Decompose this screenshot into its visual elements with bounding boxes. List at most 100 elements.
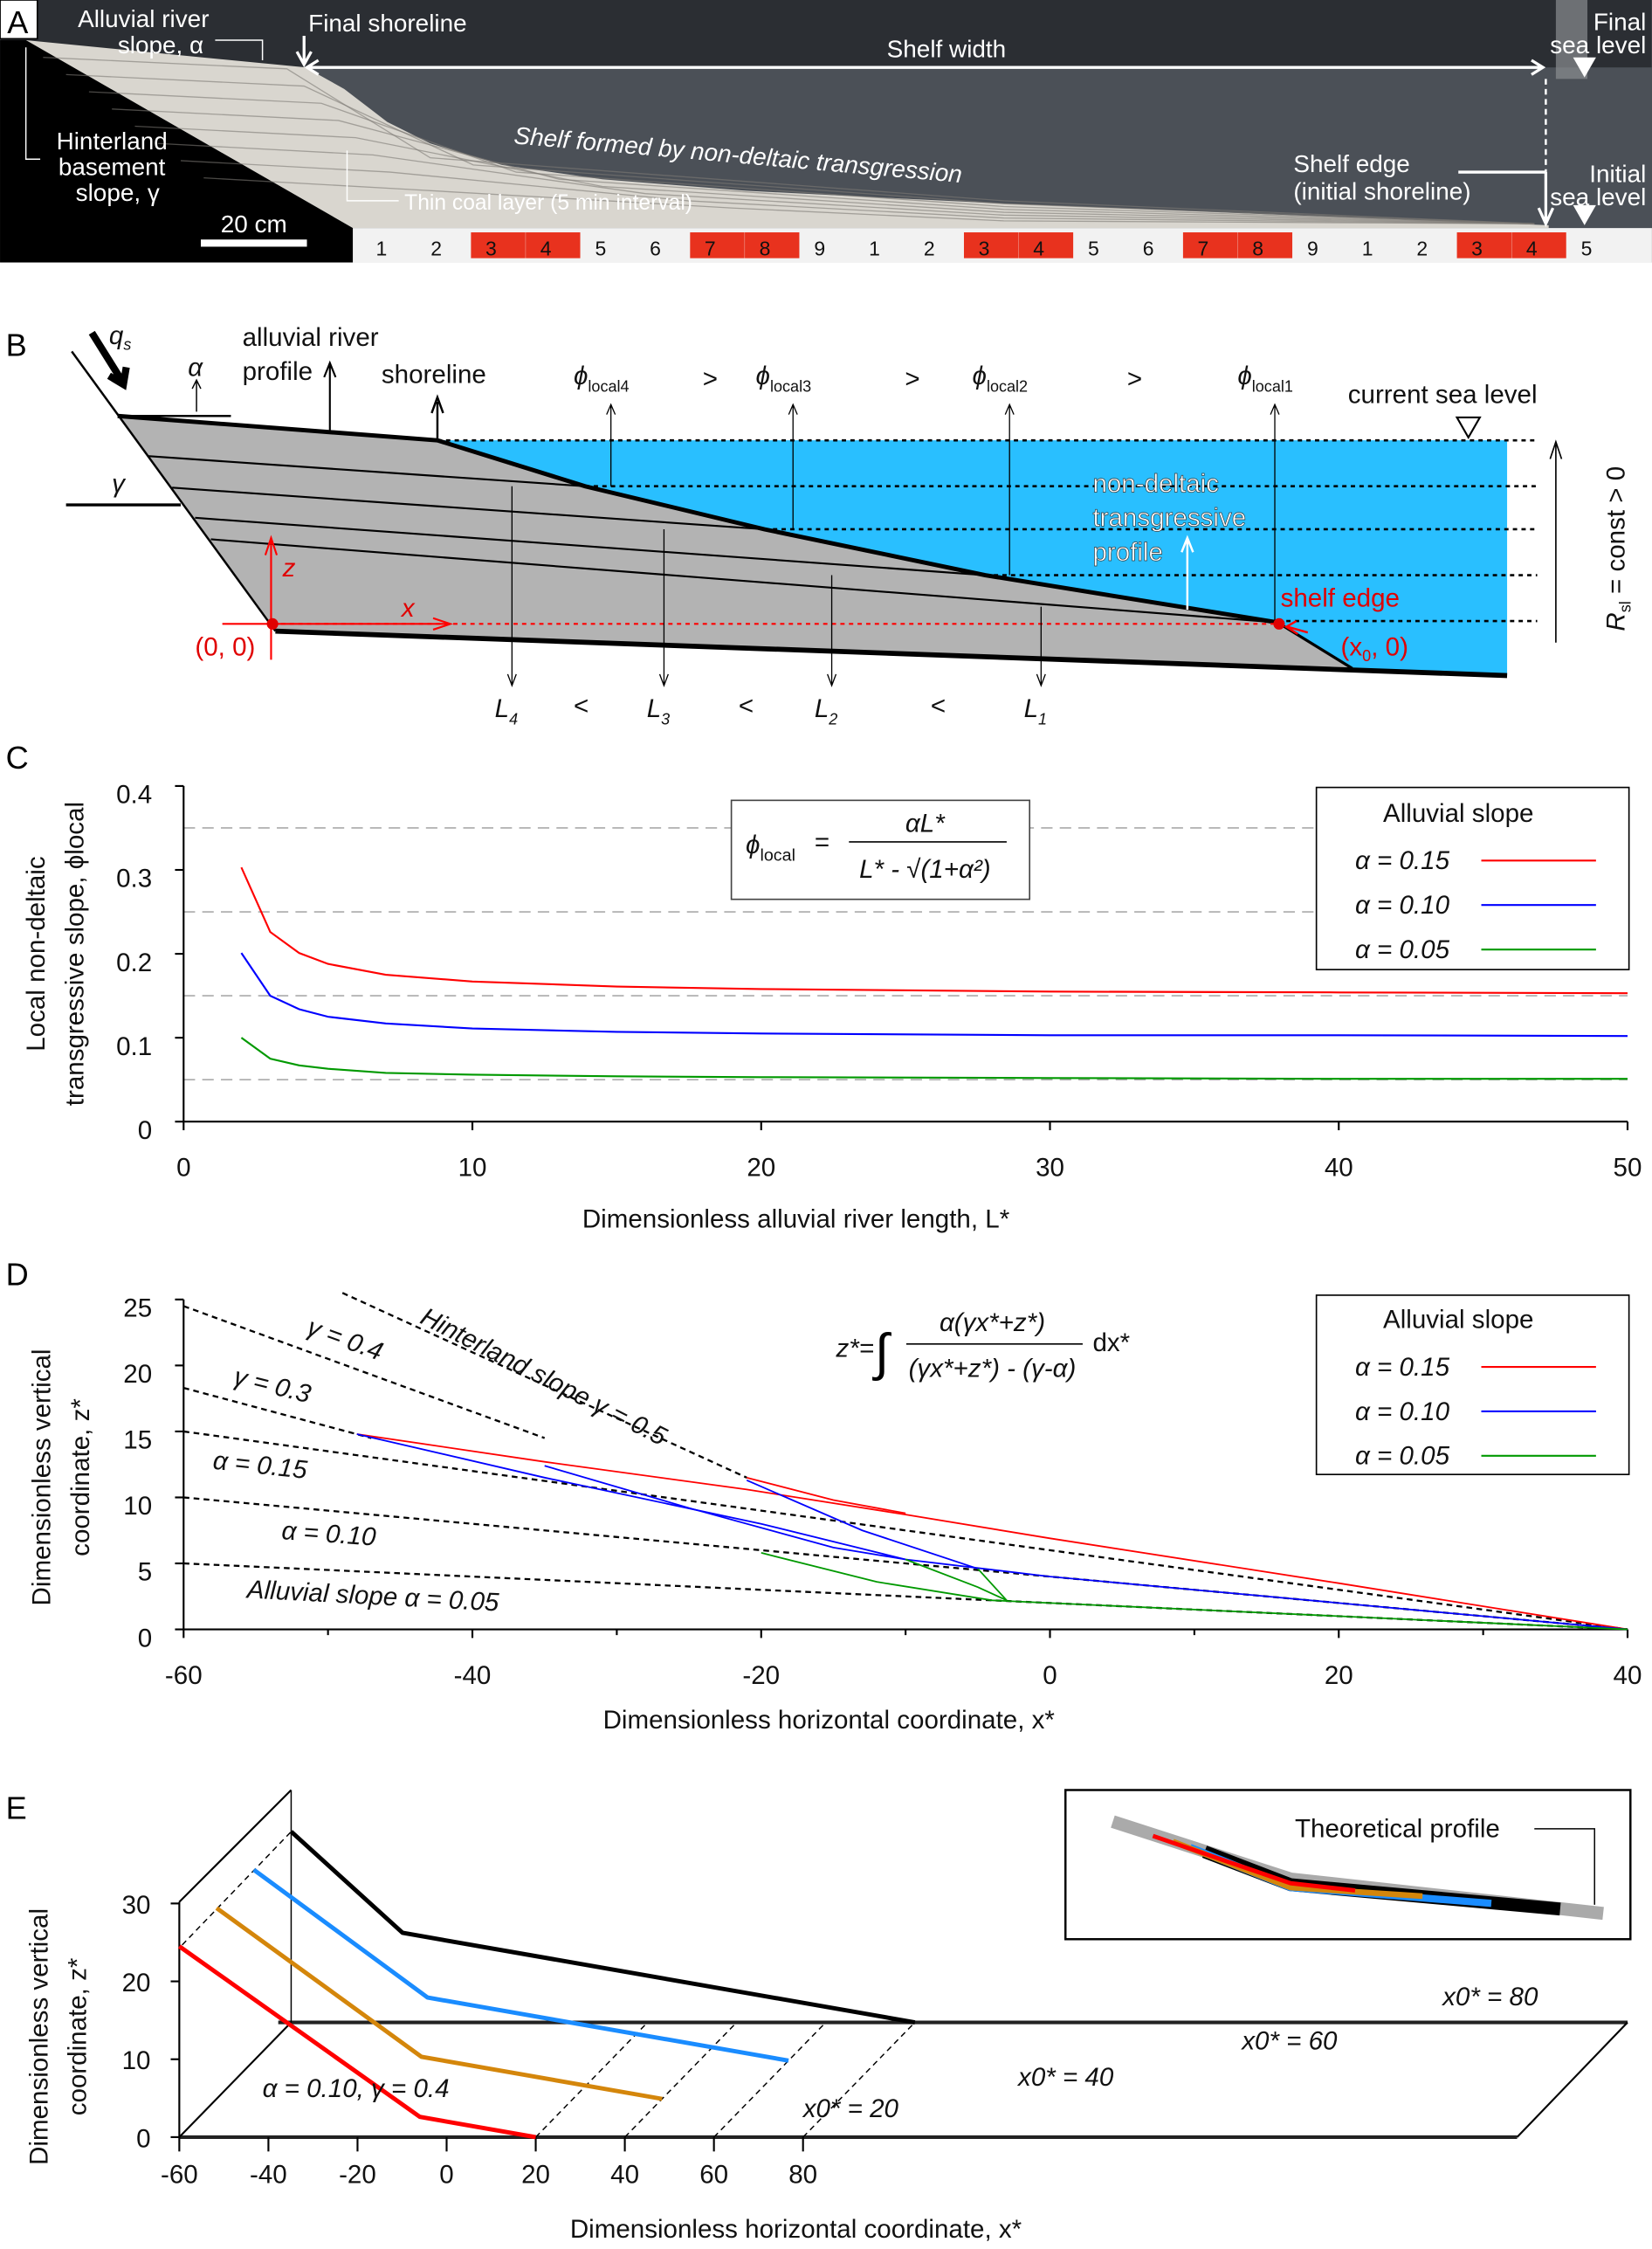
local-slope-labels: ϕlocal4 > ϕlocal3 > ϕlocal2 > ϕlocal1	[574, 362, 1293, 622]
chart-c-formula: ϕlocal = αL* L* - √(1+α²)	[730, 799, 1031, 900]
y-tick-label: 10	[122, 2046, 151, 2075]
legend-label: α = 0.10	[1355, 1397, 1450, 1426]
ruler-red-segment	[471, 232, 526, 259]
ruler-digit: 1	[869, 237, 880, 259]
ruler-red-segment	[1456, 232, 1511, 259]
ruler-digit: 9	[1307, 237, 1318, 259]
sediment-body	[117, 416, 1353, 669]
sea-level-lines	[437, 438, 1538, 623]
ruler-red-segment	[1237, 232, 1293, 259]
ruler-digit: 3	[979, 237, 990, 259]
stratal-line	[210, 538, 1278, 624]
phi-arrow	[606, 403, 616, 486]
river-length-label: L4	[495, 694, 518, 728]
x-tick-label: 60	[699, 2160, 728, 2189]
z-label: z	[282, 554, 296, 583]
stratal-line	[195, 516, 986, 576]
depth-dashed-line	[535, 2022, 649, 2138]
x-tick-label: 0	[439, 2160, 453, 2189]
profile-label: x0* = 80	[1441, 1983, 1538, 2011]
start-depth-dashed	[182, 1831, 292, 1946]
ruler-digit: 9	[814, 237, 825, 259]
legend-title: Alluvial slope	[1383, 799, 1533, 828]
coal-layer	[180, 160, 1535, 224]
basement-line	[275, 628, 1508, 679]
panel-a-photo: 1 2 3 4 5 6 7 8 9 1 2 3 4 5 6 7 8 9 1 2 3 4 5 A Alluvial river…	[0, 0, 1652, 263]
phi-arrow	[1270, 403, 1280, 622]
water-body	[437, 440, 1508, 676]
ruler-digit: 6	[650, 237, 661, 259]
hinterland-line	[71, 350, 277, 632]
z-axis-arrow	[264, 535, 279, 660]
nondeltaic-label-2: transgressive	[1092, 504, 1246, 533]
panel-c-chart: C 0 10 20 30 40 50 0 0.1 0.2 0.3 0.4 Dimensionless…	[6, 740, 1642, 1234]
ruler-digit: 2	[430, 237, 442, 259]
shoreline-label: shoreline	[382, 360, 486, 389]
ruler-marks: 1 2 3 4 5 6 7 8 9 1 2 3 4 5 6 7 8 9 1 2 3 4 5	[376, 232, 1592, 259]
nondeltaic-arrow	[1180, 535, 1194, 610]
inset-box	[1064, 1789, 1632, 1941]
ruler-digit: 3	[485, 237, 497, 259]
final-sea-level-label-1: Final	[1593, 8, 1646, 35]
ruler-red-segment	[1182, 232, 1238, 259]
initial-sea-level-label-1: Initial	[1589, 161, 1646, 188]
chart-e-inset: Theoretical profile	[1064, 1789, 1632, 1941]
alluvial-slope-label-2: slope, α	[118, 31, 203, 59]
y-tick-label: 0.3	[116, 865, 152, 893]
profile-curve	[761, 1552, 1628, 1631]
x-tick-label: 20	[747, 1154, 775, 1183]
final-shoreline-label: Final shoreline	[308, 10, 466, 37]
panel-d-chart: D -60 -40 -20 0 20 40 0 5 10 15 20 25 Dimensionless…	[6, 1256, 1642, 1734]
river-length-arrow	[1036, 606, 1046, 687]
alluvial-profile-label-1: alluvial river	[243, 323, 379, 352]
river-length-arrow	[658, 528, 669, 687]
final-sea-level-label-2: sea level	[1550, 31, 1646, 59]
thin-coal-label: Thin coal layer (5 min interval)	[404, 191, 692, 215]
coal-layers	[43, 57, 1535, 224]
top-depth-edge	[178, 1789, 293, 1903]
left-depth-edge	[178, 2021, 293, 2138]
chart-d-x-axis-title: Dimensionless horizontal coordinate, x*	[603, 1706, 1056, 1735]
formula-numerator: α(γx*+z*)	[940, 1308, 1045, 1337]
chart-e-y-axis-title-1: Dimensionless vertical	[24, 1908, 53, 2165]
chart-c-legend: Alluvial slope α = 0.15 α = 0.10 α = 0.05	[1315, 786, 1630, 970]
ruler-digit: 4	[1526, 237, 1538, 259]
alpha-label: α	[188, 353, 203, 382]
x-tick-label: 0	[1043, 1661, 1057, 1690]
river-length-label: L3	[647, 694, 670, 728]
ruler-digit: 1	[376, 237, 388, 259]
ruler-digit: 6	[1143, 237, 1154, 259]
current-sea-level-label: current sea level	[1348, 380, 1538, 409]
x-tick-label: 0	[176, 1154, 190, 1183]
x-tick-label: 40	[610, 2160, 639, 2189]
y-tick-label: 20	[122, 1969, 151, 1997]
hinterland-label-2: basement	[59, 153, 166, 180]
legend-box	[1315, 1294, 1630, 1476]
nondeltaic-label-1: non-deltaic	[1092, 469, 1219, 498]
depth-dashed-line	[624, 2022, 738, 2138]
legend-label: α = 0.05	[1355, 935, 1450, 964]
panel-label-b: B	[6, 327, 27, 362]
sediment-wedge	[25, 39, 1549, 229]
reference-line	[182, 1305, 546, 1439]
ruler-digit: 8	[1252, 237, 1263, 259]
x-tick-label: -20	[742, 1661, 780, 1690]
stratal-line	[148, 455, 586, 487]
qs-label: qs	[109, 321, 131, 354]
inset-label: Theoretical profile	[1295, 1815, 1500, 1844]
legend-box	[1315, 786, 1630, 970]
river-length-arrow	[506, 486, 517, 687]
rsl-arrow	[1549, 439, 1563, 643]
y-tick-label: 0.1	[116, 1032, 152, 1061]
hinterland-label-1: Hinterland	[57, 128, 168, 155]
x-tick-label: 20	[521, 2160, 550, 2189]
coal-layer	[43, 57, 1535, 224]
less-than-sign: <	[574, 692, 589, 721]
alluvial-profile-arrow	[323, 360, 337, 431]
gamma-05-label: Hinterland slope γ = 0.5	[416, 1302, 671, 1452]
shelf-edge-arrow	[1537, 172, 1555, 228]
depth-dashed-line	[713, 2022, 827, 2138]
ruler-digit: 2	[1416, 237, 1428, 259]
panel-b-diagram: B qs α γ alluvial river profile s	[6, 321, 1635, 728]
rsl-label: Rsl = const > 0	[1602, 466, 1635, 631]
